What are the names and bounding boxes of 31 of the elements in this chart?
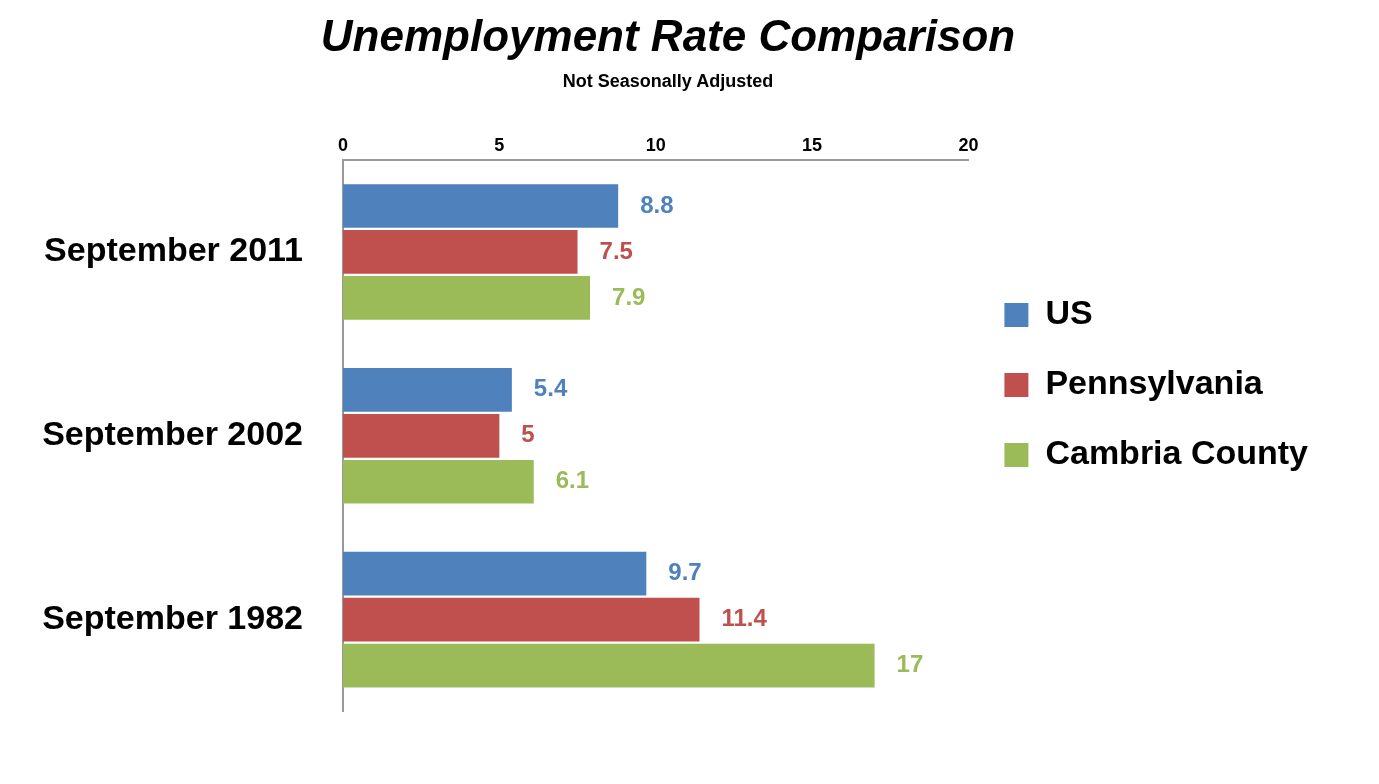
legend-label: US bbox=[1045, 293, 1093, 332]
data-label: 8.8 bbox=[640, 190, 674, 218]
data-label: 9.7 bbox=[668, 558, 702, 586]
y-tick-label: September 1982 bbox=[42, 598, 303, 637]
data-label: 17 bbox=[896, 650, 924, 678]
x-tick-label: 0 bbox=[337, 135, 349, 156]
data-label: 7.9 bbox=[612, 282, 646, 310]
y-tick-label: September 2011 bbox=[44, 230, 303, 269]
chart-subtitle: Not Seasonally Adjusted bbox=[562, 70, 774, 91]
bar bbox=[343, 230, 578, 274]
legend-label: Pennsylvania bbox=[1045, 363, 1264, 402]
chart-title: Unemployment Rate Comparison bbox=[320, 10, 1016, 60]
x-tick-label: 20 bbox=[958, 135, 979, 156]
data-label: 6.1 bbox=[555, 466, 590, 494]
bar bbox=[343, 276, 591, 320]
y-tick-label: September 2002 bbox=[42, 414, 303, 453]
bar bbox=[343, 643, 875, 688]
data-label: 7.5 bbox=[599, 236, 633, 264]
bar bbox=[343, 184, 619, 228]
legend-label: Cambria County bbox=[1045, 433, 1309, 472]
data-label: 5 bbox=[521, 420, 535, 448]
bar bbox=[343, 368, 512, 412]
data-label: 11.4 bbox=[721, 604, 768, 632]
x-tick-label: 10 bbox=[645, 135, 666, 156]
x-tick-label: 5 bbox=[494, 135, 505, 156]
bar bbox=[343, 597, 700, 642]
bar bbox=[343, 413, 500, 458]
bar bbox=[343, 551, 647, 596]
bar bbox=[343, 459, 534, 504]
x-tick-label: 15 bbox=[802, 135, 823, 156]
data-label: 5.4 bbox=[533, 374, 568, 402]
